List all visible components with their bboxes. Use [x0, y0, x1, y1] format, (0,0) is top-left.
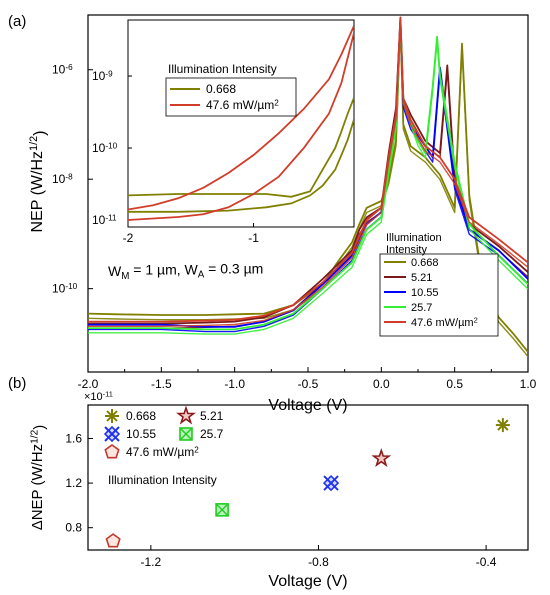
inset-legend-title: Illumination Intensity — [168, 62, 277, 76]
panel-a-xtick-label: -0.5 — [298, 377, 319, 391]
panel-a-xtick-label: 0.0 — [373, 377, 390, 391]
panel-a-legend-entry: 5.21 — [411, 272, 432, 284]
panel-a-xtick-label: -1.0 — [224, 377, 245, 391]
panel-a-xtick-label: 0.5 — [446, 377, 463, 391]
inset-legend-box — [165, 77, 297, 117]
panel-a-xtick-label: -1.5 — [151, 377, 172, 391]
panel-b-point-0 — [495, 418, 510, 433]
panel-a: (a) -2.0 -1.5 -1.0 -0.5 0.0 0.5 1.0 10-10 10-8 10-… — [8, 13, 537, 414]
panel-b-frame — [87, 404, 529, 551]
inset-legend: Illumination Intensity 0.668 47.6 mW/µm2 — [165, 62, 297, 117]
panel-b-legend: 0.668 5.21 10.55 25.747.6 mW/µm2 Illuminatio… — [103, 405, 224, 487]
panel-a-annotation: WM = 1 µm, WA = 0.3 µm — [108, 260, 263, 281]
inset-ytick-label: 10-10 — [92, 141, 118, 155]
panel-b-xtick-label: -1.2 — [141, 555, 162, 569]
panel-b-legend-entry: 47.6 mW/µm2 — [126, 445, 199, 459]
panel-b-xtick-label: -0.8 — [308, 555, 329, 569]
panel-b-legend-entry: 25.7 — [200, 427, 224, 441]
panel-a-legend-entry: 10.55 — [411, 287, 439, 299]
panel-a-ylabel: NEP (W/Hz1/2) — [28, 131, 48, 233]
panel-a-legend-title-1: Illumination — [386, 232, 442, 244]
panel-a-legend-entry: 47.6 mW/µm2 — [411, 316, 478, 329]
panel-b-legend-marker-0 — [105, 409, 119, 423]
panel-b-legend-entry: 0.668 — [126, 409, 156, 423]
inset-series-lower-47.6 — [128, 32, 354, 221]
inset-xtick-label: -1 — [248, 231, 259, 245]
inset-ytick-label: 10-9 — [92, 69, 113, 83]
panel-a-legend-entry: 0.668 — [411, 257, 439, 269]
series-line-branch-47.6 — [88, 21, 528, 327]
inset-series-upper-47.6 — [128, 25, 354, 211]
panel-b-point-1 — [371, 447, 392, 467]
inset-series — [128, 25, 354, 221]
panel-a-legend-title-2: Intensity — [386, 244, 427, 256]
inset-series-upper-0.668 — [128, 97, 354, 198]
inset-plot: -2 -1 10-11 10-10 10-9 Illumination Intensity… — [92, 19, 355, 245]
inset-ytick-label: 10-11 — [92, 213, 117, 227]
panel-a-series — [88, 16, 528, 358]
panel-b-xlabel: Voltage (V) — [268, 573, 347, 590]
inset-series-lower-0.668 — [128, 119, 354, 213]
panel-b-ytick-label: 0.8 — [65, 521, 82, 535]
panel-a-xtick-label: 1.0 — [520, 377, 537, 391]
panel-a-legend-entry: 25.7 — [411, 302, 432, 314]
panel-b-legend-marker-4 — [104, 444, 120, 459]
panel-b-point-2 — [322, 474, 340, 492]
panel-b-point-3 — [215, 503, 229, 517]
panel-b-legend-entry: 10.55 — [126, 427, 156, 441]
panel-b-legend-marker-2 — [103, 425, 121, 443]
panel-b-ytick-label: 1.6 — [65, 431, 82, 445]
panel-a-label: (a) — [8, 13, 26, 30]
panel-b-legend-marker-1 — [176, 405, 196, 425]
panel-b-xtick-label: -0.4 — [476, 555, 497, 569]
panel-b-point-4 — [105, 533, 121, 548]
series-line-branch-25.7 — [88, 24, 528, 335]
panel-b-legend-marker-3 — [179, 427, 193, 441]
panel-b: (b) ×10-11 -1.2 -0.8 -0.4 0.8 1.2 1.6 Voltage (V… — [8, 375, 529, 590]
inset-legend-entry: 0.668 — [206, 82, 236, 96]
inset-legend-entry: 47.6 mW/µm2 — [206, 98, 279, 112]
panel-b-legend-entry: 5.21 — [200, 409, 224, 423]
panel-b-label: (b) — [8, 375, 26, 392]
panel-a-xtick-label: -2.0 — [78, 377, 99, 391]
panel-a-ytick-label: 10-6 — [52, 63, 73, 77]
panel-b-legend-title: Illumination Intensity — [108, 473, 217, 487]
panel-b-ylabel: ΔNEP (W/Hz1/2) — [29, 425, 48, 531]
panel-b-multiplier: ×10-11 — [84, 390, 113, 403]
inset-xtick-label: -2 — [123, 231, 134, 245]
panel-a-ytick-label: 10-10 — [52, 282, 78, 296]
panel-a-ytick-label: 10-8 — [52, 172, 73, 186]
panel-b-ytick-label: 1.2 — [65, 476, 82, 490]
inset-frame — [127, 19, 355, 228]
